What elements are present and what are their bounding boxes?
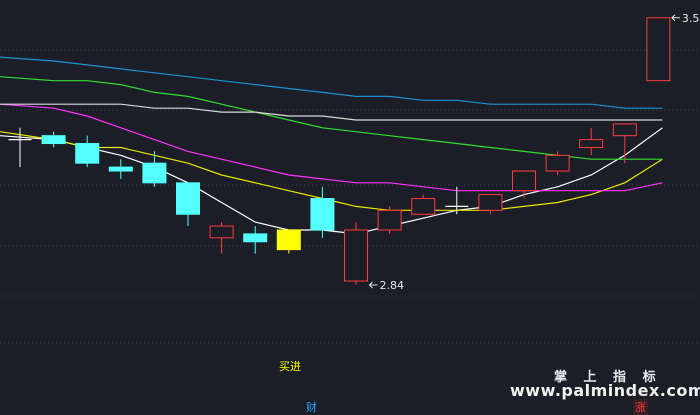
candle-body (76, 144, 99, 164)
candle-body (378, 210, 401, 230)
watermark-url: www.palmindex.com (510, 381, 700, 400)
candle-body (277, 230, 300, 250)
candle-body (210, 226, 233, 238)
candle-body (546, 155, 569, 171)
candle-body (109, 167, 132, 171)
moving-average-line-4 (0, 77, 662, 160)
candle-body (244, 234, 267, 242)
candle (546, 151, 569, 175)
candle (177, 183, 200, 226)
candle-body (311, 199, 334, 230)
candle-body (345, 230, 368, 281)
candle-body (143, 163, 166, 183)
candle-body (613, 124, 636, 136)
moving-average-line-5 (0, 104, 662, 120)
annotation-value: 3.52 (682, 12, 700, 25)
grid-layer (0, 50, 700, 343)
candle-body (42, 136, 65, 144)
candles-layer (9, 18, 670, 285)
candle-body (479, 195, 502, 211)
candle (311, 187, 334, 238)
candle (613, 124, 636, 163)
candle-body (412, 199, 435, 215)
buy-signal-label: 买进 (279, 358, 301, 374)
candle (42, 132, 65, 148)
candle (647, 18, 670, 81)
candle-body (580, 140, 603, 148)
candle-body (513, 171, 536, 191)
annotation-arrow (672, 15, 680, 21)
candle (378, 206, 401, 234)
candle-body (177, 183, 200, 214)
candle-body (647, 18, 670, 81)
candle (76, 136, 99, 167)
candle (580, 128, 603, 156)
annotation-arrow (370, 282, 378, 288)
candle (277, 230, 300, 254)
rise-marker[interactable]: 涨 (633, 399, 648, 415)
candle (479, 195, 502, 215)
candle (345, 222, 368, 285)
candle (244, 226, 267, 254)
candle (210, 222, 233, 253)
finance-marker[interactable]: 财 (306, 399, 317, 415)
candle (513, 171, 536, 199)
annotation-value: 2.84 (380, 279, 405, 292)
candle (412, 195, 435, 215)
candle (109, 159, 132, 179)
